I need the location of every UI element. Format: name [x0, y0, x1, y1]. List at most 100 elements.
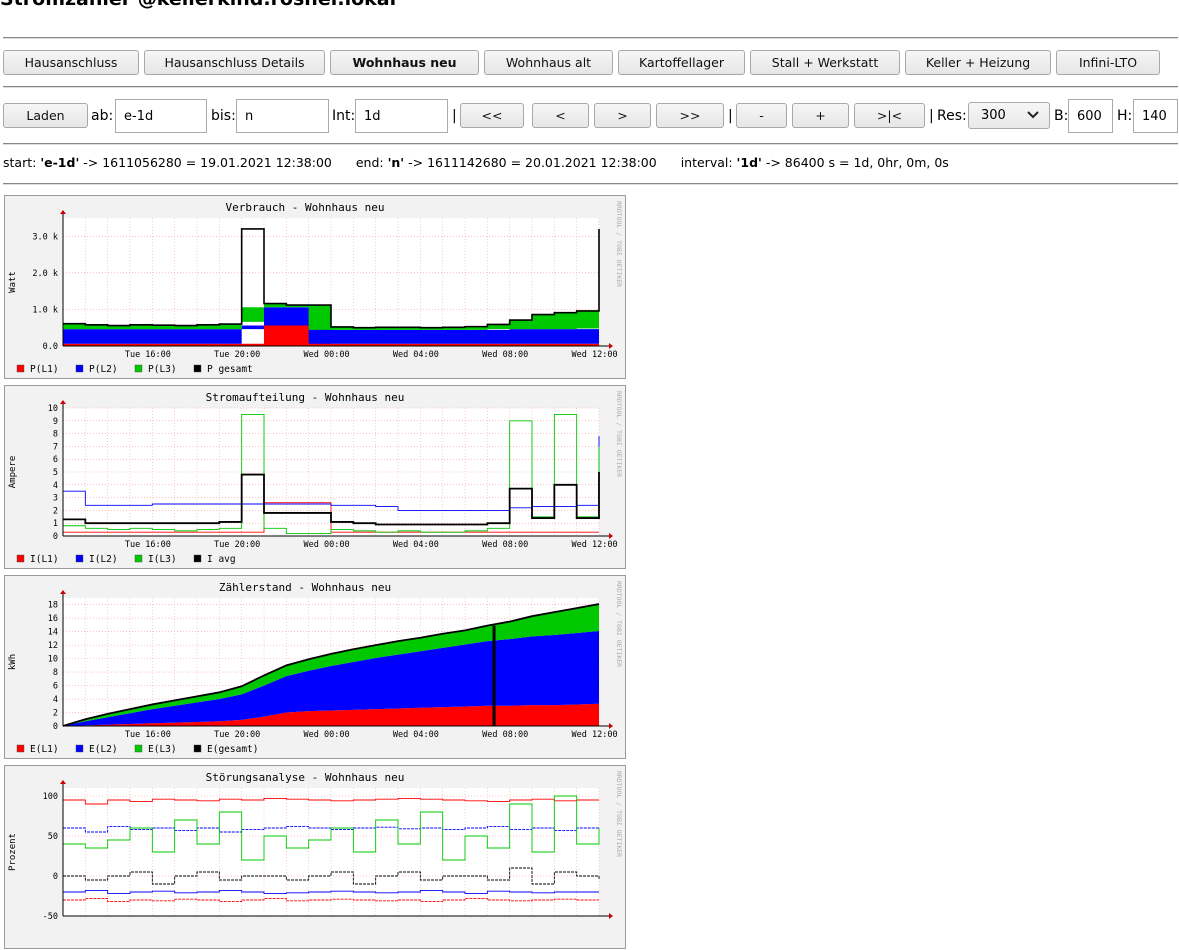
legend-swatch	[16, 554, 25, 563]
x-tick-label: Wed 12:00	[572, 730, 618, 740]
y-tick-label: 0	[53, 872, 58, 882]
x-tick-label: Wed 08:00	[482, 730, 528, 740]
x-tick-label: Wed 04:00	[393, 730, 439, 740]
resolution-select[interactable]: 300	[968, 102, 1050, 129]
width-input[interactable]: 600	[1068, 99, 1113, 133]
legend-swatch	[193, 554, 202, 563]
x-tick-label: Wed 00:00	[304, 540, 350, 550]
x-tick-label: Tue 16:00	[125, 540, 171, 550]
legend-label: I avg	[207, 554, 236, 565]
y-axis-label: kWh	[8, 654, 18, 670]
line-e-gesamt	[62, 603, 600, 727]
from-label: ab:	[91, 108, 114, 124]
tab-kartoffellager[interactable]: Kartoffellager	[618, 50, 745, 75]
separator: |	[452, 108, 457, 124]
graph-verbrauch: 0.0 1.0 k 2.0 k 3.0 k Tue 16:00 Tue 20:00 Wed …	[4, 195, 626, 379]
page-title: Stromzähler @kellerkind.rosner.lokal	[0, 0, 396, 10]
tab-infini-lto[interactable]: Infini-LTO	[1056, 50, 1160, 75]
load-button[interactable]: Laden	[3, 103, 88, 128]
line-iavg	[63, 472, 600, 526]
start-label: start:	[3, 155, 37, 170]
y-tick-label: 0.0	[43, 342, 58, 352]
line-p-gesamt	[63, 228, 600, 329]
height-input[interactable]: 140	[1133, 99, 1178, 133]
graph-stoerungsanalyse: -50 0 50 100 Störungsanalyse - Wohnhaus neu P…	[4, 765, 626, 949]
y-tick-label: 50	[48, 832, 58, 842]
next-button[interactable]: >	[594, 103, 651, 128]
tab-hausanschluss-details[interactable]: Hausanschluss Details	[144, 50, 325, 75]
y-tick-label: 4	[53, 481, 58, 491]
legend-swatch	[75, 364, 84, 373]
legend-label: I(L2)	[89, 554, 118, 565]
y-tick-label: 9	[53, 417, 58, 427]
x-tick-label: Wed 04:00	[393, 540, 439, 550]
legend-label: I(L1)	[30, 554, 59, 565]
legend-label: P(L1)	[30, 364, 59, 375]
legend-label: E(L3)	[148, 744, 177, 755]
resolution-value: 300	[981, 108, 1006, 123]
y-tick-label: 1	[53, 519, 58, 529]
watermark: RRDTOOL / TOBI OETIKER	[615, 201, 623, 287]
y-axis-label: Ampere	[8, 456, 18, 489]
divider	[3, 86, 1178, 88]
x-tick-label: Wed 12:00	[572, 350, 618, 360]
y-tick-label: 10	[48, 655, 58, 665]
y-tick-label: 12	[48, 641, 58, 651]
tab-stall-werkstatt[interactable]: Stall + Werkstatt	[750, 50, 900, 75]
y-tick-label: 1.0 k	[32, 305, 58, 315]
y-tick-label: 0	[53, 722, 58, 732]
y-axis-arrow	[60, 210, 66, 214]
divider	[3, 183, 1178, 185]
line-il3	[63, 413, 600, 534]
y-tick-label: 2	[53, 506, 58, 516]
legend-label: E(L2)	[89, 744, 118, 755]
y-tick-label: 5	[53, 468, 58, 478]
chart-title: Verbrauch - Wohnhaus neu	[226, 201, 385, 214]
x-tick-label: Tue 16:00	[125, 350, 171, 360]
divider	[3, 37, 1178, 39]
last-button[interactable]: >>	[656, 103, 724, 128]
legend-swatch	[134, 554, 143, 563]
legend-swatch	[16, 744, 25, 753]
y-tick-label: 2	[53, 709, 58, 719]
divider	[3, 143, 1178, 145]
line-il1	[63, 502, 599, 533]
tab-keller-heizung[interactable]: Keller + Heizung	[905, 50, 1051, 75]
interval-label: interval:	[680, 155, 733, 170]
prev-button[interactable]: <	[532, 103, 589, 128]
from-input[interactable]: e-1d	[115, 99, 207, 133]
tab-hausanschluss[interactable]: Hausanschluss	[3, 50, 139, 75]
legend-label: E(gesamt)	[207, 744, 258, 755]
y-tick-label: 16	[48, 614, 58, 624]
start-value: -> 1611056280 = 19.01.2021 12:38:00	[83, 155, 332, 170]
separator: |	[929, 108, 934, 124]
y-axis-label: Prozent	[8, 833, 18, 871]
zoom-reset-button[interactable]: >|<	[854, 103, 925, 128]
zoom-out-button[interactable]: -	[736, 103, 787, 128]
x-axis-arrow	[609, 723, 613, 729]
interval-value: -> 86400 s = 1d, 0hr, 0m, 0s	[765, 155, 949, 170]
to-label: bis:	[211, 108, 236, 124]
y-axis-arrow	[60, 400, 66, 404]
time-info: start: 'e-1d' -> 1611056280 = 19.01.2021…	[3, 155, 949, 170]
y-tick-label: 8	[53, 430, 58, 440]
height-label: H:	[1117, 108, 1133, 124]
zoom-in-button[interactable]: +	[792, 103, 849, 128]
y-tick-label: 14	[48, 628, 58, 638]
interval-input[interactable]: 1d	[355, 99, 448, 133]
watermark: RRDTOOL / TOBI OETIKER	[615, 581, 623, 667]
end-expr: 'n'	[387, 155, 405, 170]
tab-wohnhaus-alt[interactable]: Wohnhaus alt	[484, 50, 613, 75]
y-tick-label: 10	[48, 404, 58, 414]
tab-wohnhaus-neu[interactable]: Wohnhaus neu	[330, 50, 479, 75]
first-button[interactable]: <<	[460, 103, 524, 128]
x-tick-label: Tue 20:00	[214, 350, 260, 360]
area-el3	[63, 604, 599, 726]
x-axis-arrow	[609, 913, 613, 919]
line-series-0	[63, 797, 599, 805]
to-input[interactable]: n	[236, 99, 329, 133]
y-tick-label: 18	[48, 601, 58, 611]
end-label: end:	[355, 155, 384, 170]
x-axis-arrow	[609, 533, 613, 539]
legend-swatch	[134, 744, 143, 753]
